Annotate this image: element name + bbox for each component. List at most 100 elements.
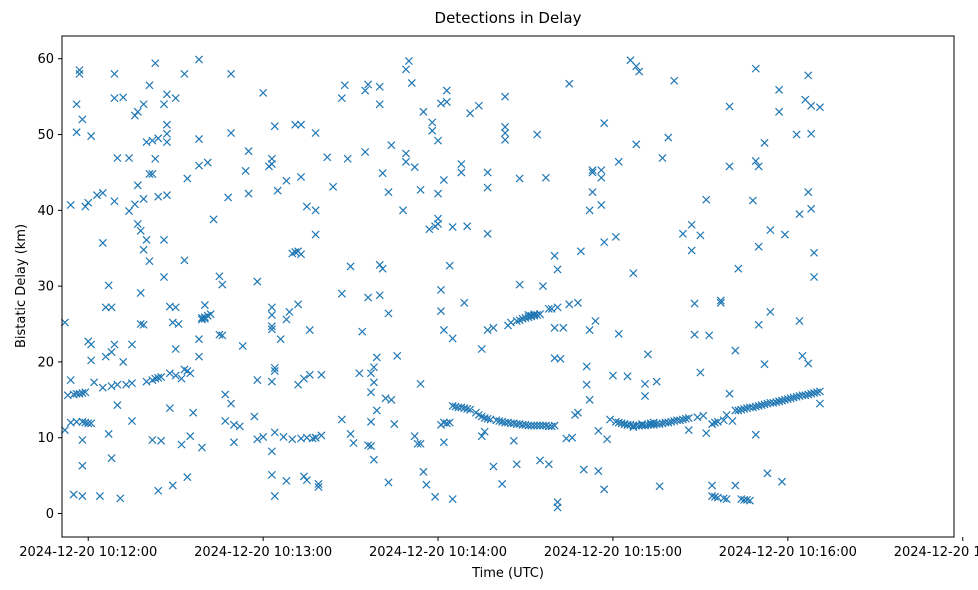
data-point	[687, 220, 696, 229]
data-point	[104, 429, 113, 438]
data-point	[492, 416, 501, 425]
data-point	[501, 92, 510, 101]
data-point	[804, 390, 813, 399]
data-point	[766, 307, 775, 316]
data-point	[754, 401, 763, 410]
data-point	[168, 318, 177, 327]
data-point	[136, 226, 145, 235]
data-point	[541, 173, 550, 182]
data-point	[270, 492, 279, 501]
data-point	[533, 310, 542, 319]
data-point	[90, 378, 99, 387]
data-point	[308, 434, 317, 443]
data-point	[792, 130, 801, 139]
data-point	[632, 421, 641, 430]
data-point	[401, 65, 410, 74]
data-point	[743, 495, 752, 504]
data-point	[305, 370, 314, 379]
data-point	[78, 435, 87, 445]
data-point	[483, 229, 492, 238]
data-point	[209, 215, 218, 224]
data-point	[495, 417, 504, 426]
data-point	[72, 100, 81, 109]
data-point	[483, 414, 492, 423]
data-point	[775, 107, 784, 116]
data-point	[267, 470, 276, 479]
data-point	[78, 492, 87, 501]
data-point	[515, 280, 524, 289]
data-point	[361, 147, 370, 156]
data-point	[282, 315, 291, 324]
data-point	[244, 147, 253, 156]
data-point	[748, 403, 757, 412]
data-point	[710, 418, 719, 427]
data-point	[480, 427, 489, 436]
data-point	[804, 359, 813, 368]
data-point	[107, 348, 116, 357]
data-point	[180, 69, 189, 78]
data-point	[804, 71, 813, 80]
data-point	[227, 128, 236, 138]
data-point	[270, 366, 279, 376]
data-point	[270, 363, 279, 373]
data-point	[253, 277, 262, 286]
data-point	[815, 387, 824, 396]
data-point	[151, 59, 160, 68]
data-point	[384, 478, 393, 487]
data-point	[658, 154, 667, 163]
data-point	[72, 128, 81, 137]
data-point	[640, 391, 650, 401]
data-point	[594, 467, 603, 476]
data-point	[142, 377, 151, 386]
data-point	[737, 405, 746, 414]
data-point	[75, 66, 84, 75]
data-point	[399, 206, 408, 215]
data-point	[189, 408, 198, 417]
data-point	[81, 202, 90, 211]
data-point	[579, 465, 588, 474]
data-point	[107, 303, 116, 312]
data-point	[107, 382, 116, 391]
data-point	[804, 188, 813, 197]
data-point	[66, 200, 75, 210]
data-point	[78, 461, 87, 470]
data-point	[125, 207, 134, 216]
data-point	[160, 100, 169, 109]
data-point	[740, 404, 749, 413]
data-point	[419, 467, 428, 476]
data-point	[160, 235, 169, 244]
data-point	[568, 433, 577, 442]
data-point	[436, 285, 445, 294]
data-point	[375, 82, 384, 91]
data-point	[501, 122, 510, 131]
data-point	[585, 206, 594, 215]
data-point	[780, 395, 789, 404]
data-point	[297, 120, 306, 129]
data-point	[600, 485, 609, 494]
data-point	[457, 403, 466, 412]
data-point	[597, 200, 606, 210]
data-point	[751, 402, 760, 411]
data-point	[807, 101, 816, 110]
data-point	[110, 340, 119, 349]
data-point	[241, 166, 250, 175]
data-point	[113, 401, 122, 410]
data-point	[582, 380, 591, 389]
data-point	[550, 323, 559, 332]
data-point	[366, 442, 376, 451]
data-point	[460, 404, 469, 413]
data-point	[748, 196, 757, 205]
data-point	[530, 311, 539, 320]
data-point	[815, 103, 824, 112]
data-point	[279, 432, 288, 441]
data-point	[227, 399, 236, 408]
data-point	[795, 316, 804, 326]
data-point	[629, 421, 638, 430]
data-point	[623, 372, 632, 381]
data-point	[722, 495, 731, 504]
data-point	[553, 303, 562, 312]
data-point	[60, 426, 69, 435]
data-point	[448, 222, 457, 232]
data-point	[369, 378, 378, 387]
data-point	[448, 401, 457, 410]
